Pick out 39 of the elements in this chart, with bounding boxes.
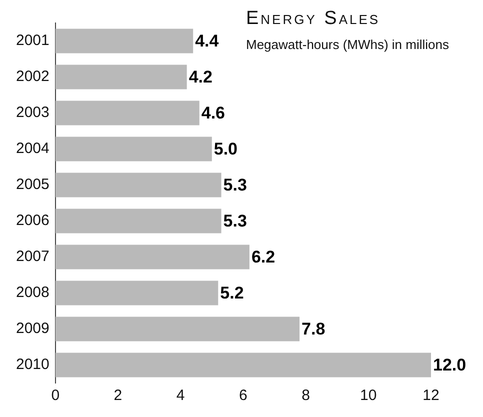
- bar: [55, 208, 222, 234]
- bar: [55, 100, 200, 126]
- data-label: 5.3: [223, 212, 247, 231]
- bar: [55, 316, 300, 342]
- x-tick-label: 8: [302, 387, 310, 404]
- data-label: 4.4: [195, 32, 220, 51]
- y-tick-label: 2001: [16, 32, 50, 50]
- x-tick-label: 12: [422, 387, 440, 404]
- bar: [55, 28, 194, 54]
- bar: [55, 280, 218, 306]
- y-tick-label: 2009: [16, 320, 50, 338]
- bar: [55, 172, 222, 198]
- data-label: 4.6: [201, 104, 225, 123]
- bar: [55, 352, 431, 378]
- x-tick-label: 6: [239, 387, 248, 404]
- y-tick-label: 2005: [16, 176, 50, 194]
- bar: [55, 64, 187, 90]
- y-tick-label: 2002: [16, 68, 50, 86]
- x-tick-label: 0: [51, 387, 60, 404]
- data-label: 12.0: [433, 356, 466, 375]
- y-tick-label: 2004: [16, 140, 50, 158]
- y-tick-label: 2003: [16, 104, 50, 122]
- y-tick-label: 2006: [16, 212, 50, 230]
- y-tick-label: 2010: [16, 356, 50, 374]
- y-tick-label: 2008: [16, 284, 50, 302]
- data-label: 5.0: [214, 140, 238, 159]
- x-tick-label: 4: [176, 387, 185, 404]
- data-label: 5.3: [223, 176, 247, 195]
- data-label: 7.8: [302, 320, 326, 339]
- x-tick-label: 2: [114, 387, 122, 404]
- x-tick-label: 10: [360, 387, 377, 404]
- y-tick-label: 2007: [16, 248, 50, 266]
- text: Megawatt-hours (MWhs) in millions: [246, 36, 449, 53]
- bar: [55, 136, 212, 162]
- data-label: 6.2: [251, 248, 276, 267]
- data-label: 4.2: [188, 68, 212, 87]
- bar: [55, 244, 250, 270]
- chart-title: Energy Sales: [246, 8, 380, 30]
- data-label: 5.2: [220, 284, 244, 303]
